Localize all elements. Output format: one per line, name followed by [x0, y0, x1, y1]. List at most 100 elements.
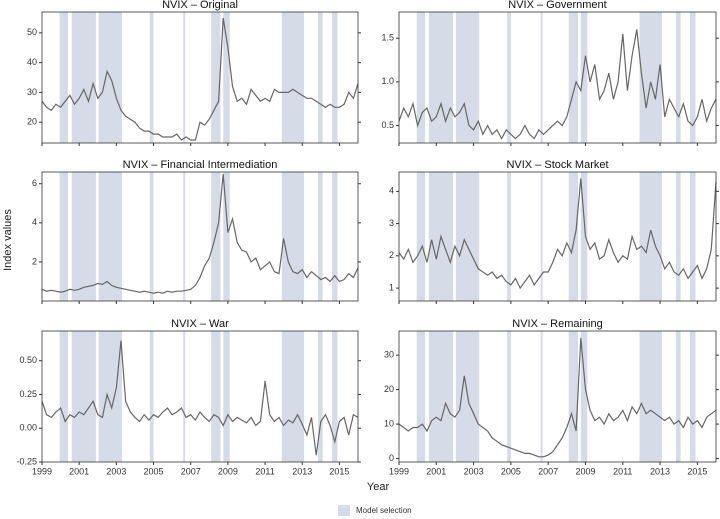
model-selection-band: [149, 331, 154, 462]
y-tick-label: 40: [27, 57, 37, 67]
model-selection-band: [507, 12, 511, 143]
panel-title: NVIX – Remaining: [512, 318, 603, 330]
model-selection-band: [71, 12, 96, 143]
y-tick-label: 1.0: [381, 76, 394, 86]
y-tick-label: 0.50: [19, 355, 37, 365]
y-tick-label: 30: [27, 87, 37, 97]
y-tick-label: 4: [32, 217, 37, 227]
x-tick-label: 2003: [106, 466, 126, 476]
model-selection-band: [428, 12, 454, 143]
panel-frame: [41, 11, 359, 144]
model-selection-band: [416, 331, 426, 462]
y-axis-label: Index values: [2, 209, 14, 271]
x-tick-label: 2007: [538, 466, 558, 476]
x-tick-label: 2003: [464, 466, 484, 476]
model-selection-band: [580, 172, 588, 301]
x-tick-label: 2005: [144, 466, 164, 476]
x-tick-label: 2011: [613, 466, 632, 476]
y-tick-label: 30: [384, 350, 394, 360]
model-selection-band: [689, 12, 696, 143]
series-line: [398, 337, 717, 458]
x-tick-label: 2013: [650, 466, 670, 476]
panel-title: NVIX – Government: [508, 0, 606, 11]
x-tick-label: 2001: [426, 466, 446, 476]
y-tick-label: 50: [27, 27, 37, 37]
model-selection-band: [455, 12, 480, 143]
y-tick-label: 1: [389, 282, 394, 292]
x-tick-label: 2009: [575, 466, 595, 476]
y-tick-label: 0.00: [19, 423, 37, 433]
panel-title: NVIX – Original: [162, 0, 238, 11]
model-selection-band: [455, 172, 480, 301]
model-selection-band: [211, 331, 221, 462]
y-tick-label: 20: [27, 117, 37, 127]
model-selection-band: [183, 172, 186, 301]
x-tick-label: 2009: [218, 466, 238, 476]
model-selection-band: [540, 172, 543, 301]
model-selection-band: [59, 172, 69, 301]
legend-swatch: [338, 505, 350, 516]
model-selection-band: [71, 172, 96, 301]
model-selection-band: [540, 331, 543, 462]
model-selection-band: [149, 172, 154, 301]
model-selection-band: [580, 331, 588, 462]
y-tick-label: 4: [389, 186, 394, 196]
model-selection-band: [223, 331, 230, 462]
model-selection-band: [318, 331, 323, 462]
y-tick-label: -0.25: [16, 456, 37, 466]
model-selection-band: [639, 331, 662, 462]
series-line: [398, 178, 717, 290]
model-selection-band: [281, 331, 305, 462]
model-selection-band: [281, 172, 305, 301]
y-tick-label: 6: [32, 178, 37, 188]
y-tick-label: 20: [384, 384, 394, 394]
model-selection-band: [568, 12, 579, 143]
model-selection-band: [318, 172, 323, 301]
model-selection-band: [183, 331, 186, 462]
x-tick-label: 2005: [501, 466, 521, 476]
model-selection-band: [428, 331, 454, 462]
panel-title: NVIX – War: [171, 318, 229, 330]
y-tick-label: 2: [389, 250, 394, 260]
model-selection-band: [675, 12, 681, 143]
series-line: [41, 173, 359, 294]
x-axis-label: Year: [367, 481, 390, 493]
panel-frame: [41, 330, 359, 463]
model-selection-band: [59, 12, 69, 143]
x-tick-label: 2011: [255, 466, 274, 476]
model-selection-band: [689, 331, 696, 462]
y-tick-label: 10: [384, 418, 394, 428]
x-tick-label: 1999: [32, 466, 52, 476]
model-selection-band: [568, 331, 579, 462]
x-tick-label: 1999: [389, 466, 409, 476]
model-selection-band: [223, 172, 230, 301]
panel-frame: [398, 171, 717, 302]
model-selection-band: [416, 12, 426, 143]
model-selection-band: [568, 172, 579, 301]
model-selection-band: [183, 12, 186, 143]
panel-title: NVIX – Financial Intermediation: [123, 159, 278, 171]
model-selection-band: [507, 172, 511, 301]
model-selection-band: [98, 172, 122, 301]
series-line: [41, 17, 359, 141]
panel-frame: [398, 11, 717, 144]
model-selection-band: [318, 12, 323, 143]
model-selection-band: [59, 331, 69, 462]
model-selection-band: [98, 331, 122, 462]
model-selection-band: [675, 331, 681, 462]
model-selection-band: [331, 331, 338, 462]
x-tick-label: 2007: [181, 466, 201, 476]
x-tick-label: 2015: [687, 466, 707, 476]
model-selection-band: [149, 12, 154, 143]
legend-label: Model selection: [356, 506, 412, 515]
panel-title: NVIX – Stock Market: [506, 159, 608, 171]
model-selection-band: [71, 331, 96, 462]
model-selection-band: [639, 172, 662, 301]
y-tick-label: 0: [389, 453, 394, 463]
model-selection-band: [507, 331, 511, 462]
model-selection-band: [580, 12, 588, 143]
model-selection-band: [540, 12, 543, 143]
y-tick-label: 3: [389, 218, 394, 228]
y-tick-label: 2: [32, 256, 37, 266]
